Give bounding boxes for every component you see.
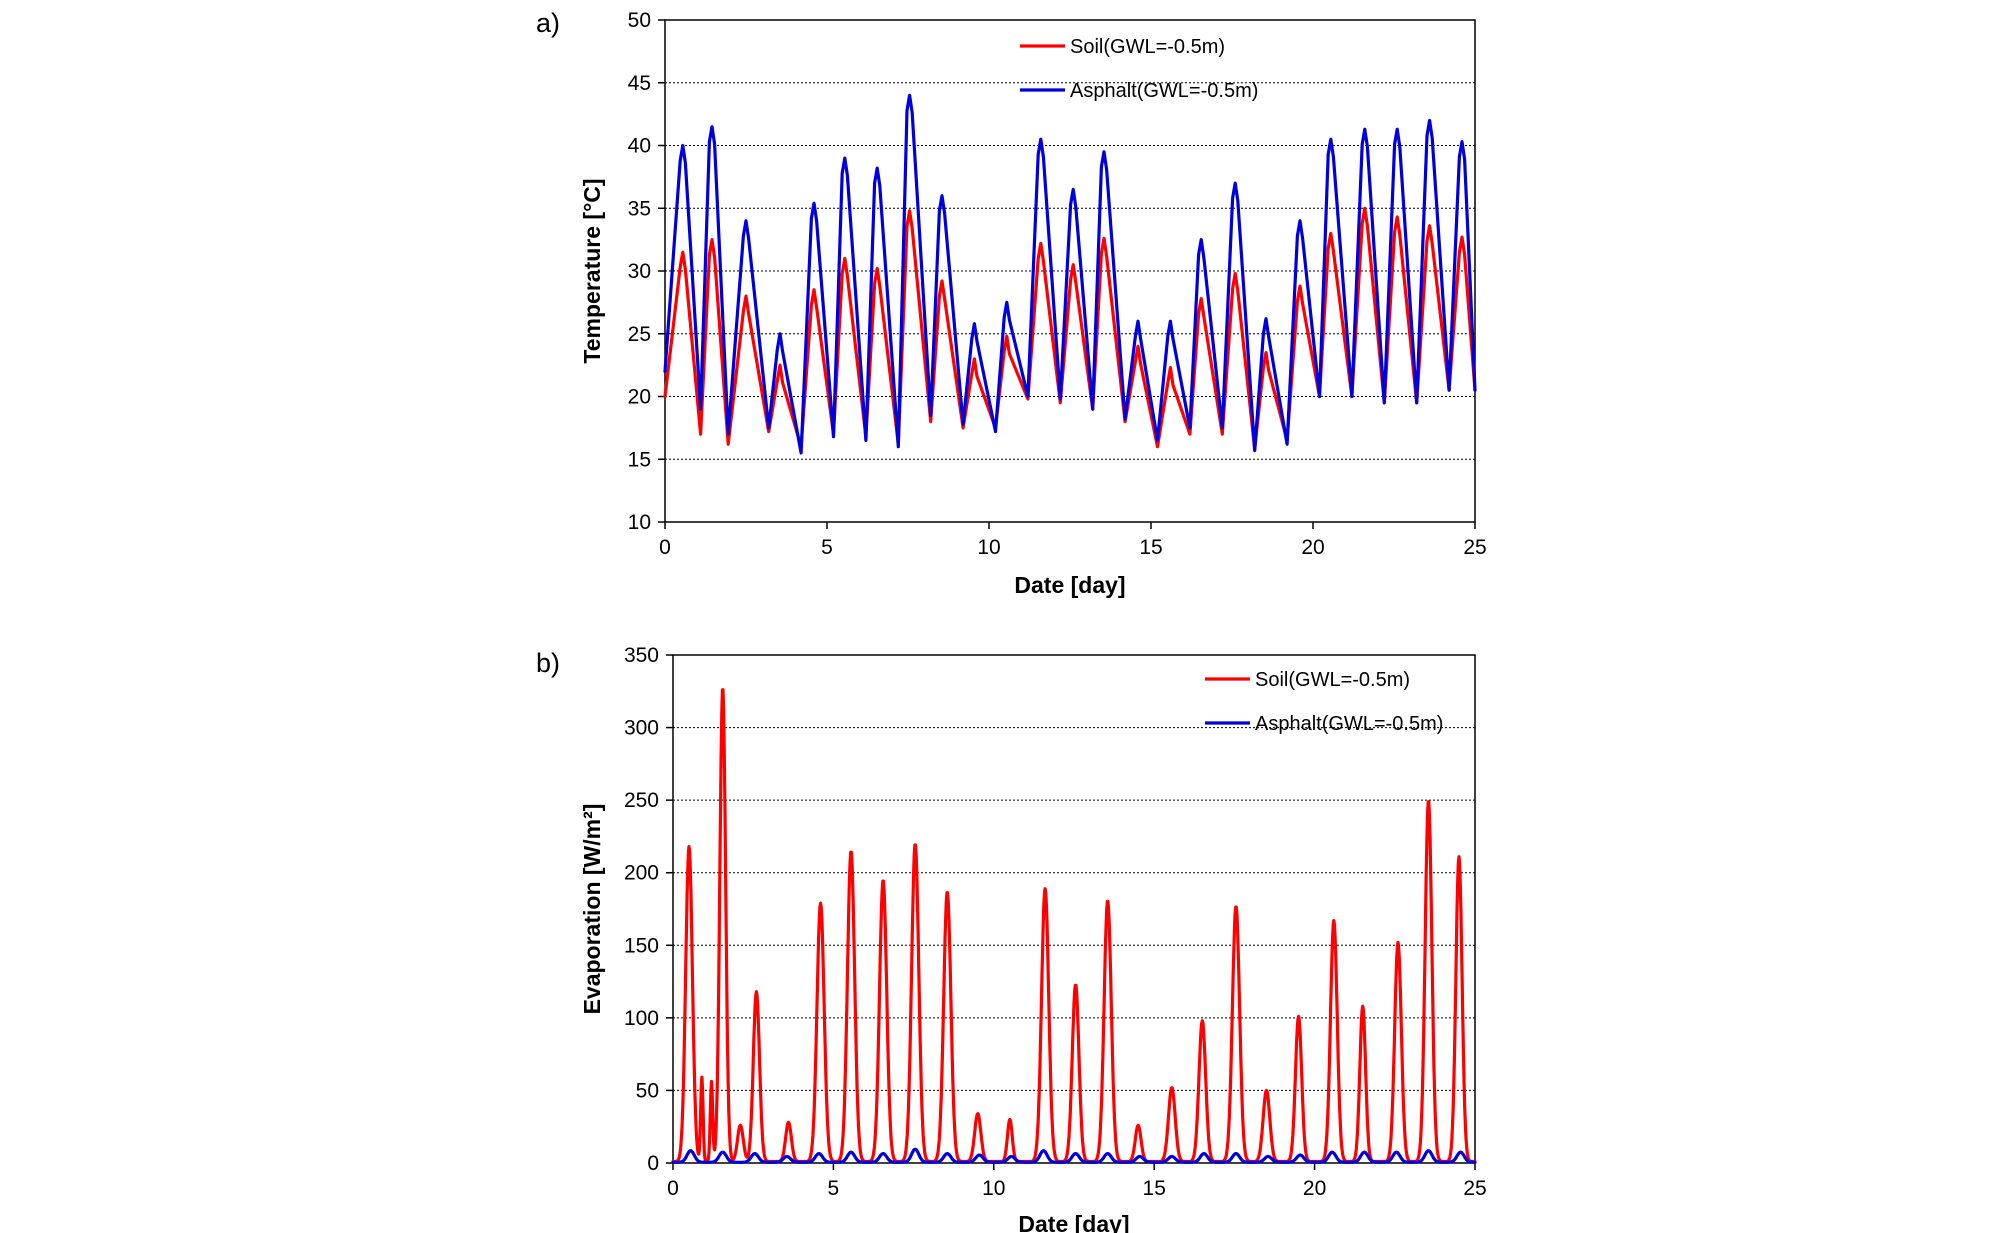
evaporation-chart: b) 0 50 100 150 200 250 300 350 0 5 10 15 20 25 Evapo… xyxy=(536,644,1487,1233)
panel-label-b: b) xyxy=(536,648,560,678)
y-tick-label-b-4: 200 xyxy=(624,862,659,885)
series-lines-b xyxy=(671,688,1477,1164)
y-tick-label-b-7: 350 xyxy=(624,644,659,667)
x-tick-label-a-4: 20 xyxy=(1301,536,1324,559)
x-tick-label-b-1: 5 xyxy=(828,1177,840,1200)
plot-area-b xyxy=(672,654,1476,1164)
x-tick-label-a-1: 5 xyxy=(821,536,833,559)
y-tick-label-b-5: 250 xyxy=(624,789,659,812)
legend-label-soil-b: Soil(GWL=-0.5m) xyxy=(1255,669,1410,691)
temperature-chart: a) 10 15 20 25 30 35 40 45 50 0 5 10 15 20 25 Temperat… xyxy=(536,8,1487,598)
y-tick-label-a-0: 10 xyxy=(628,511,651,534)
grid-a xyxy=(665,82,1475,460)
y-tick-label-b-2: 100 xyxy=(624,1007,659,1030)
x-tick-label-b-4: 20 xyxy=(1303,1177,1326,1200)
y-tick-label-b-6: 300 xyxy=(624,717,659,740)
y-tick-label-a-1: 15 xyxy=(628,448,651,471)
y-tick-label-b-1: 50 xyxy=(636,1079,659,1102)
x-axis-title-a: Date [day] xyxy=(1014,572,1125,598)
legend-a: Soil(GWL=-0.5m) Asphalt(GWL=-0.5m) xyxy=(1020,36,1258,102)
series-line-a-1 xyxy=(663,93,1477,455)
x-tick-label-b-0: 0 xyxy=(667,1177,679,1200)
x-tick-label-a-3: 15 xyxy=(1139,536,1162,559)
y-tick-label-a-6: 40 xyxy=(628,135,651,158)
series-lines-a xyxy=(663,93,1477,455)
y-tick-label-a-7: 45 xyxy=(628,72,651,95)
panel-label-a: a) xyxy=(536,8,560,38)
y-tick-label-a-3: 25 xyxy=(628,323,651,346)
x-tick-label-b-3: 15 xyxy=(1143,1177,1166,1200)
legend-b: Soil(GWL=-0.5m) Asphalt(GWL=-0.5m) xyxy=(1205,669,1443,735)
x-tick-label-a-0: 0 xyxy=(659,536,671,559)
y-tick-label-a-5: 35 xyxy=(628,197,651,220)
y-tick-label-b-3: 150 xyxy=(624,934,659,957)
series-line-b-1 xyxy=(671,1147,1477,1164)
x-tick-label-b-2: 10 xyxy=(982,1177,1005,1200)
legend-label-asphalt-a: Asphalt(GWL=-0.5m) xyxy=(1070,80,1258,102)
x-tick-label-a-2: 10 xyxy=(977,536,1000,559)
legend-label-soil-a: Soil(GWL=-0.5m) xyxy=(1070,36,1225,58)
series-line-a-0 xyxy=(663,206,1477,451)
ticks-b: 0 50 100 150 200 250 300 350 0 5 10 15 20 25 xyxy=(624,644,1487,1200)
y-tick-label-b-0: 0 xyxy=(647,1152,659,1175)
y-axis-title-b: Evaporation [W/m²] xyxy=(579,804,605,1015)
ticks-a: 10 15 20 25 30 35 40 45 50 0 5 10 15 20 25 xyxy=(628,9,1487,559)
legend-label-asphalt-b: Asphalt(GWL=-0.5m) xyxy=(1255,713,1443,735)
x-axis-title-b: Date [day] xyxy=(1018,1211,1129,1233)
y-tick-label-a-8: 50 xyxy=(628,9,651,32)
y-tick-label-a-4: 30 xyxy=(628,260,651,283)
x-tick-label-a-5: 25 xyxy=(1463,536,1486,559)
y-axis-title-a: Temperature [°C] xyxy=(579,178,605,363)
y-tick-label-a-2: 20 xyxy=(628,386,651,409)
x-tick-label-b-5: 25 xyxy=(1463,1177,1486,1200)
